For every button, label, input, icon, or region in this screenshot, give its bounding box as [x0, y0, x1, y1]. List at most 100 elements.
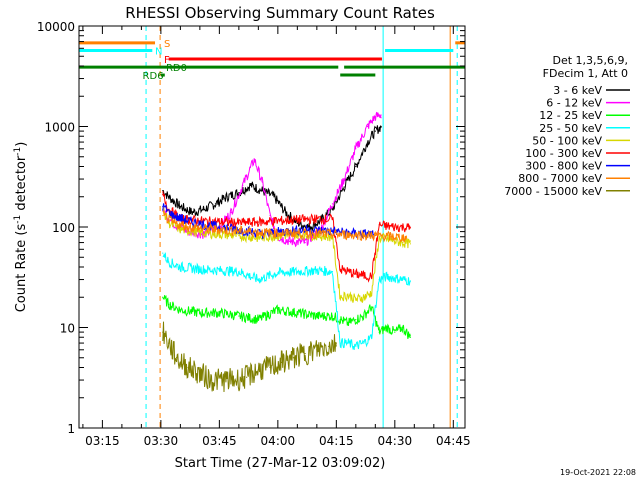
series-2-point-5 [238, 315, 240, 317]
series-2-point-6 [257, 318, 259, 321]
series-3-point-5 [238, 270, 240, 273]
series-5-point-5 [238, 222, 240, 224]
series-3-point-2 [179, 266, 181, 268]
series-7-point-7 [265, 231, 267, 234]
series-0-point-9 [261, 190, 263, 192]
series-7-point-5 [234, 230, 236, 232]
series-7-point-15 [390, 236, 392, 238]
series-5-point-18 [394, 226, 396, 228]
series-1-point-12 [304, 241, 306, 244]
x-tick-label-4: 04:15 [319, 434, 354, 448]
series-8-point-13 [304, 352, 306, 355]
legend-label-3: 25 - 50 keV [539, 122, 602, 135]
series-5-point-0 [162, 194, 164, 196]
status-bar-label-rd6: RD6 [143, 71, 164, 82]
series-1-point-16 [355, 148, 357, 150]
series-8-point-1 [168, 342, 170, 344]
legend-label-5: 100 - 300 keV [525, 147, 602, 160]
svg-text:Count Rate (s-1 detector-1): Count Rate (s-1 detector-1) [13, 142, 29, 313]
legend-label-2: 12 - 25 keV [539, 109, 602, 122]
series-line-8 [162, 321, 337, 393]
status-bar-label-n: N [155, 47, 162, 58]
legend-header-line-2: FDecim 1, Att 0 [543, 67, 628, 80]
series-8-point-11 [281, 361, 283, 363]
series-1-point-9 [269, 214, 271, 217]
series-0-point-6 [226, 196, 228, 198]
series-2-point-3 [199, 312, 201, 314]
series-1-point-5 [230, 211, 232, 213]
series-6-point-0 [162, 205, 164, 208]
series-0-point-7 [238, 191, 240, 194]
series-3-point-18 [394, 277, 396, 279]
x-tick-label-1: 03:30 [144, 434, 179, 448]
series-5-point-4 [218, 221, 220, 223]
series-4-point-15 [370, 292, 373, 294]
x-tick-label-0: 03:15 [85, 434, 120, 448]
series-2-point-10 [331, 315, 334, 317]
series-5-point-15 [370, 276, 373, 278]
y-tick-label-2: 100 [52, 221, 75, 235]
series-line-7 [162, 210, 407, 243]
series-1-point-15 [343, 178, 345, 180]
series-3-point-10 [331, 270, 334, 273]
series-2-point-17 [386, 326, 388, 329]
series-5-point-14 [363, 274, 365, 276]
series-3-point-7 [277, 272, 279, 274]
series-0-point-1 [168, 196, 170, 198]
series-4-point-19 [402, 241, 404, 244]
series-0-point-11 [285, 211, 287, 213]
series-4-point-13 [355, 298, 357, 301]
series-2-point-14 [363, 315, 365, 317]
series-0-point-15 [331, 208, 334, 210]
series-6-point-3 [203, 224, 205, 226]
legend-label-0: 3 - 6 keV [553, 84, 602, 97]
series-4-point-2 [179, 228, 181, 230]
x-tick-label-5: 04:30 [378, 434, 413, 448]
series-8-point-6 [222, 379, 224, 381]
series-4-point-11 [339, 296, 341, 298]
y-axis-title-main: Count Rate (s [14, 224, 29, 313]
series-1-point-14 [331, 203, 334, 205]
series-6-point-16 [372, 234, 374, 236]
series-3-point-13 [355, 345, 357, 347]
status-bar-label-f: F [164, 55, 170, 66]
series-line-3 [162, 252, 411, 351]
series-0-point-0 [162, 190, 164, 192]
series-5-point-8 [296, 219, 298, 221]
series-5-point-11 [339, 268, 341, 270]
series-4-point-20 [409, 243, 412, 245]
series-5-point-13 [355, 273, 357, 275]
series-7-point-2 [187, 226, 189, 228]
x-tick-label-3: 04:00 [261, 434, 296, 448]
series-8-point-15 [327, 345, 330, 347]
legend-label-8: 7000 - 15000 keV [504, 185, 602, 198]
series-2-point-12 [347, 322, 349, 324]
series-2-point-18 [394, 331, 396, 333]
status-bar-label-rd0: RD0 [166, 63, 187, 74]
series-7-point-12 [343, 234, 345, 236]
series-2-point-8 [296, 312, 298, 314]
series-0-point-16 [343, 186, 345, 188]
series-2-point-9 [316, 315, 318, 317]
series-1-point-6 [242, 184, 244, 186]
series-5-point-10 [331, 218, 334, 220]
series-7-point-1 [171, 222, 174, 224]
series-0-point-20 [380, 125, 382, 128]
series-7-point-6 [249, 230, 252, 233]
series-2-point-20 [409, 336, 412, 338]
series-7-point-9 [296, 232, 298, 234]
series-8-point-9 [257, 369, 259, 371]
series-3-point-3 [199, 268, 201, 270]
series-line-5 [162, 191, 411, 283]
series-2-point-2 [179, 309, 181, 311]
series-0-point-3 [191, 211, 193, 213]
series-5-point-6 [257, 221, 259, 223]
series-4-point-6 [257, 237, 259, 239]
series-4-point-14 [363, 296, 365, 298]
series-3-point-12 [347, 342, 349, 344]
series-7-point-14 [374, 235, 376, 237]
series-8-point-2 [175, 357, 178, 359]
series-8-point-4 [199, 372, 201, 374]
series-4-point-18 [394, 240, 396, 242]
